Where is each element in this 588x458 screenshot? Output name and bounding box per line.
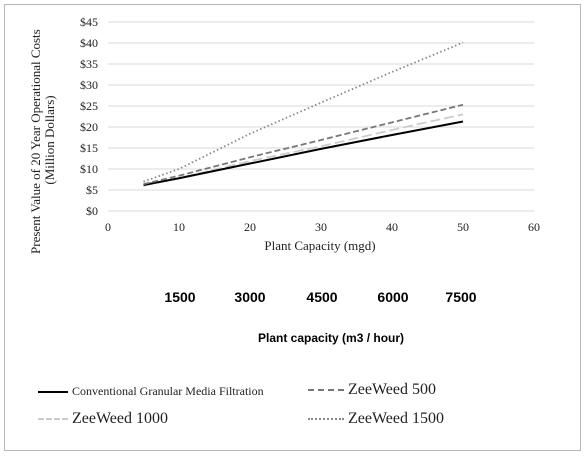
legend-item-zeeweed-500: ZeeWeed 500 [308,381,436,399]
y-axis-title: Present Value of 20 Year Operational Cos… [28,26,57,254]
y-axis-title-line1: Present Value of 20 Year Operational Cos… [28,29,43,254]
secondary-axis-title: Plant capacity (m3 / hour) [258,331,405,345]
grid-lines [108,21,534,212]
y-tick-label: $5 [86,183,98,197]
m3-label-4: 6000 [377,289,409,305]
y-tick-label: $45 [80,15,98,29]
y-axis-title-line2: (Million Dollars) [42,95,57,184]
y-tick-label: $15 [80,141,98,155]
x-tick-label: 50 [457,220,469,234]
x-axis-ticks: 0 10 20 30 40 50 60 [105,220,540,234]
m3-label-2: 3000 [234,289,266,305]
legend-swatch-zeeweed-1000 [38,418,68,420]
series-line-zeeweed-500 [143,103,464,185]
y-tick-label: $30 [80,78,98,92]
y-tick-label: $20 [80,120,98,134]
legend-swatch-conventional [38,390,68,393]
x-tick-label: 0 [105,220,111,234]
y-tick-label: $40 [80,36,98,50]
legend-swatch-zeeweed-1500 [308,418,344,420]
x-axis-title: Plant Capacity (mgd) [264,238,375,253]
x-tick-label: 60 [528,220,540,234]
m3-label-3: 4500 [306,289,338,305]
m3-label-5: 7500 [445,289,477,305]
legend-label-zeeweed-500: ZeeWeed 500 [348,381,436,398]
x-tick-label: 30 [315,220,327,234]
legend-label-zeeweed-1500: ZeeWeed 1500 [348,410,444,427]
m3-label-1: 1500 [164,289,196,305]
x-tick-label: 10 [173,220,185,234]
legend-item-conventional: Conventional Granular Media Filtration [38,384,264,399]
legend-item-zeeweed-1500: ZeeWeed 1500 [308,410,444,428]
chart-frame [4,4,581,451]
y-tick-label: $25 [80,99,98,113]
legend-swatch-zeeweed-500 [308,389,344,391]
legend-label-zeeweed-1000: ZeeWeed 1000 [72,410,168,427]
legend-label-conventional: Conventional Granular Media Filtration [72,384,264,398]
series-line-zeeweed-1500 [143,41,464,183]
series-lines [143,41,464,187]
series-line-conventional-granular-media-filtration [143,120,464,186]
y-axis-ticks: $0 $5 $10 $15 $20 $25 $30 $35 $40 $45 [80,15,98,218]
legend-item-zeeweed-1000: ZeeWeed 1000 [38,410,168,428]
x-tick-label: 40 [386,220,398,234]
y-tick-label: $10 [80,162,98,176]
y-tick-label: $0 [86,204,98,218]
y-tick-label: $35 [80,57,98,71]
x-tick-label: 20 [244,220,256,234]
